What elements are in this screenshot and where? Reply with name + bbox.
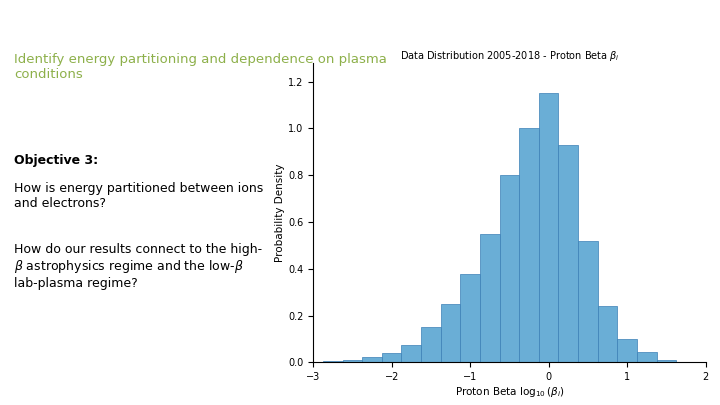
Bar	[657, 360, 676, 362]
Bar	[637, 352, 657, 362]
Bar	[480, 234, 500, 362]
Bar	[362, 357, 382, 362]
Bar	[617, 339, 637, 362]
Bar	[343, 360, 362, 362]
Title: Data Distribution 2005-2018 - Proton Beta $\beta_i$: Data Distribution 2005-2018 - Proton Bet…	[400, 49, 619, 63]
Text: How is energy partitioned between ions
and electrons?: How is energy partitioned between ions a…	[14, 182, 264, 210]
Y-axis label: Probability Density: Probability Density	[275, 163, 285, 262]
Bar	[578, 241, 598, 362]
Text: Objective 3:: Objective 3:	[14, 154, 99, 167]
Bar	[421, 327, 441, 362]
Bar	[598, 306, 617, 362]
Bar	[402, 345, 421, 362]
Bar	[519, 128, 539, 362]
X-axis label: Proton Beta $\log_{10}(\beta_i)$: Proton Beta $\log_{10}(\beta_i)$	[454, 385, 564, 399]
Bar	[323, 361, 343, 362]
Text: Identify energy partitioning and dependence on plasma
conditions: Identify energy partitioning and depende…	[14, 53, 387, 81]
Bar	[382, 353, 402, 362]
Bar	[441, 304, 460, 362]
Bar	[539, 93, 559, 362]
Bar	[460, 273, 480, 362]
Text: How do our results connect to the high-
$\beta$ astrophysics regime and the low-: How do our results connect to the high- …	[14, 243, 263, 290]
Bar	[559, 145, 578, 362]
Bar	[500, 175, 519, 362]
